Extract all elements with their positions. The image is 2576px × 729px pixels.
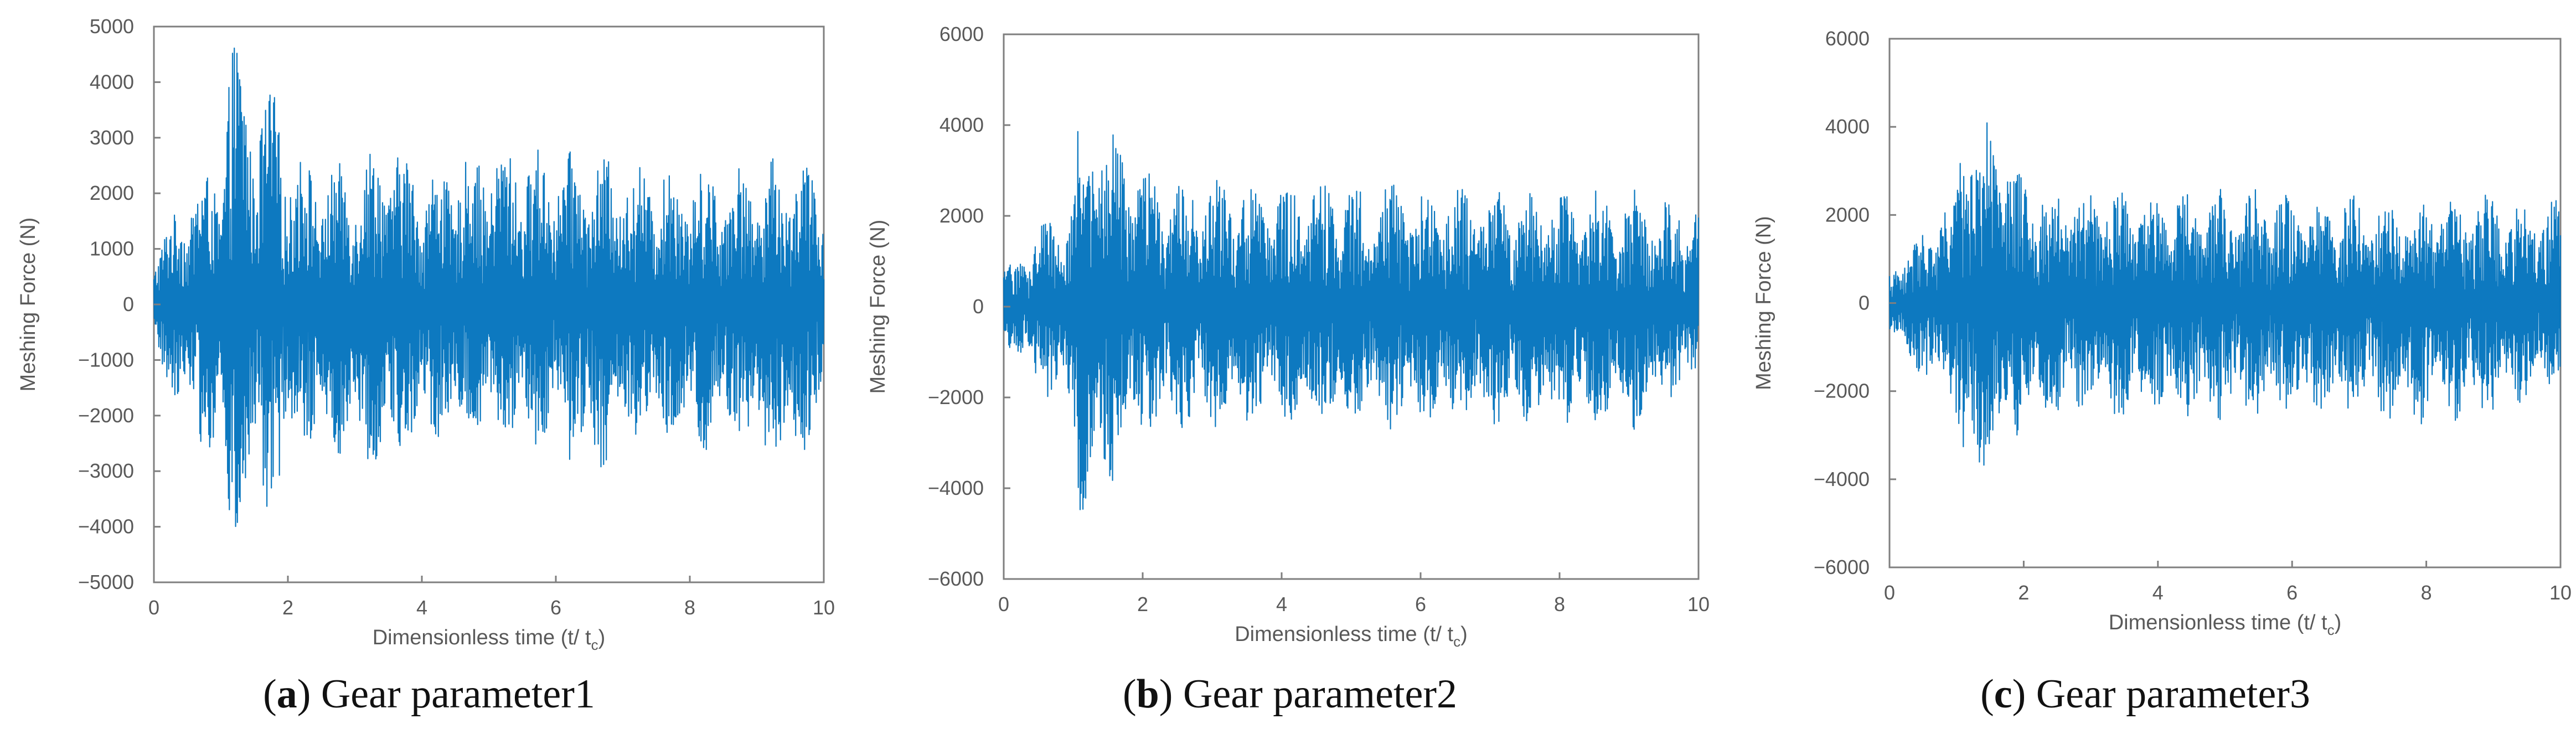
x-tick-label: 6 [2286,581,2298,604]
y-tick-label: 2000 [90,182,134,204]
x-tick-label: 6 [550,596,561,619]
chart-panel-a: 0 2 4 6 8 10 −5000 −4000 −3000 −2000 −1000 0 1000 200… [17,15,835,717]
y-tick-label: 6000 [1825,27,1870,50]
y-axis-label: Meshing Force (N) [1752,216,1775,390]
y-tick-label: 5000 [90,15,134,38]
y-tick-label: −1000 [78,348,134,371]
x-tick-label: 10 [813,596,835,619]
x-tick-label: 2 [1137,593,1148,616]
y-tick-label: 3000 [90,126,134,149]
y-tick-label: 4000 [1825,115,1870,138]
x-tick-label: 6 [1415,593,1426,616]
x-tick-label: 4 [416,596,427,619]
series-line [153,47,825,528]
y-tick-label: −2000 [78,404,134,427]
chart-panel-b: 0 2 4 6 8 10 −6000 −4000 −2000 0 2000 4000 6000 Dimen… [866,23,1710,717]
y-tick-label: 1000 [90,237,134,260]
x-axis-label: Dimensionless time (t/ tc) [373,626,606,653]
x-tick-label: 10 [1687,593,1710,616]
y-tick-label: −6000 [1814,556,1870,578]
x-tick-label: 0 [1884,581,1895,604]
y-tick-label: 2000 [1825,203,1870,226]
y-tick-label: −6000 [928,567,984,590]
panel-caption: (a) Gear parameter1 [263,671,595,717]
y-tick-label: −5000 [78,571,134,593]
x-tick-label: 2 [282,596,293,619]
panel-caption: (b) Gear parameter2 [1123,671,1457,717]
x-axis-label: Dimensionless time (t/ tc) [1235,623,1468,650]
y-tick-label: 4000 [939,113,984,136]
x-tick-label: 0 [148,596,159,619]
x-tick-label: 8 [684,596,695,619]
y-tick-label: −3000 [78,459,134,482]
x-tick-label: 4 [2152,581,2164,604]
x-tick-label: 8 [2421,581,2432,604]
x-tick-label: 0 [998,593,1009,616]
y-tick-label: 2000 [939,204,984,227]
x-axis-label: Dimensionless time (t/ tc) [2109,611,2342,638]
y-tick-label: 4000 [90,70,134,93]
chart-panel-c: 0 2 4 6 8 10 −6000 −4000 −2000 0 2000 4000 6000 Dimen… [1752,27,2572,717]
x-tick-label: 2 [2018,581,2029,604]
series-line [1003,131,1700,510]
y-tick-label: −4000 [928,477,984,499]
series-line [1888,122,2562,466]
x-tick-label: 4 [1276,593,1287,616]
x-tick-label: 10 [2549,581,2572,604]
y-axis-label: Meshing Force (N) [17,218,40,392]
y-tick-label: 6000 [939,23,984,45]
y-tick-label: 0 [1859,292,1870,314]
y-axis-label: Meshing Force (N) [866,220,890,394]
y-tick-label: 0 [973,295,984,318]
y-tick-label: −4000 [78,515,134,538]
y-tick-label: −2000 [928,386,984,409]
y-tick-label: 0 [123,293,134,316]
y-tick-label: −4000 [1814,468,1870,490]
y-tick-label: −2000 [1814,380,1870,402]
panel-caption: (c) Gear parameter3 [1980,671,2310,717]
x-tick-label: 8 [1554,593,1565,616]
